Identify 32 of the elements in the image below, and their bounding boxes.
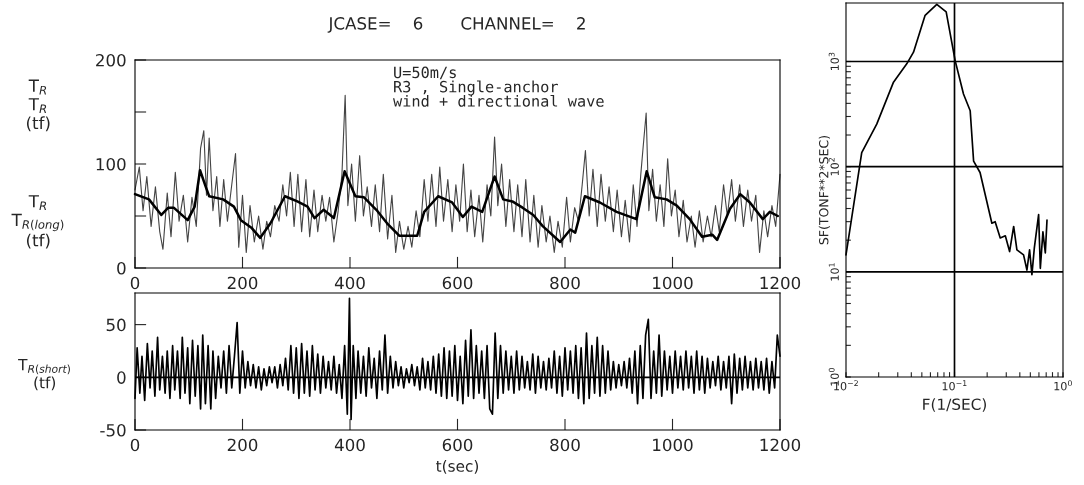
x-tick-label: 0 [130,438,140,452]
x-tick-label: 0 [130,276,140,290]
y-tick-label: 10$^{1}$ [828,263,839,281]
x-axis-title: F(1/SEC) [923,398,986,412]
y-tick-label: -50 [100,423,126,437]
x-tick-label: 400 [334,276,365,290]
x-tick-label: 10$^{−1}$ [942,380,967,391]
y-axis-title: T$_{R(short)}$ (tf) [18,359,70,391]
y-tick-label: 200 [96,53,126,67]
y-tick-label: 0 [117,261,126,275]
x-tick-label: 800 [550,276,580,290]
y-axis-title: SF(TONF**2*SEC) [818,136,830,245]
x-tick-label: 200 [227,276,258,290]
chart-title: JCASE= 6 CHANNEL= 2 [327,17,585,33]
x-tick-label: 1000 [653,276,693,290]
text: T$_{R}$ T$_{R}$ (tf) [26,79,50,132]
x-tick-label: 600 [442,438,473,452]
annotation: U=50m/s R3 , Single-anchor wind + directional wave [393,66,604,107]
y-tick-label: 10$^{2}$ [828,158,839,176]
x-tick-label: 600 [442,276,473,290]
x-axis-title: t(sec) [436,460,479,474]
y-tick-label: 50 [106,318,126,332]
x-tick-label: 200 [227,438,258,452]
x-tick-label: 400 [334,438,365,452]
x-tick-label: 1200 [760,438,801,452]
y-tick-label: 100 [96,157,126,171]
y-tick-label: 10$^{3}$ [828,52,839,71]
x-tick-label: 10$^{0}$ [1054,380,1072,391]
x-tick-label: 800 [550,438,580,452]
text: T$_{R}$ T$_{R(long)}$ (tf) [11,195,64,249]
x-tick-label: 1200 [760,276,801,290]
x-tick-label: 1000 [653,438,693,452]
